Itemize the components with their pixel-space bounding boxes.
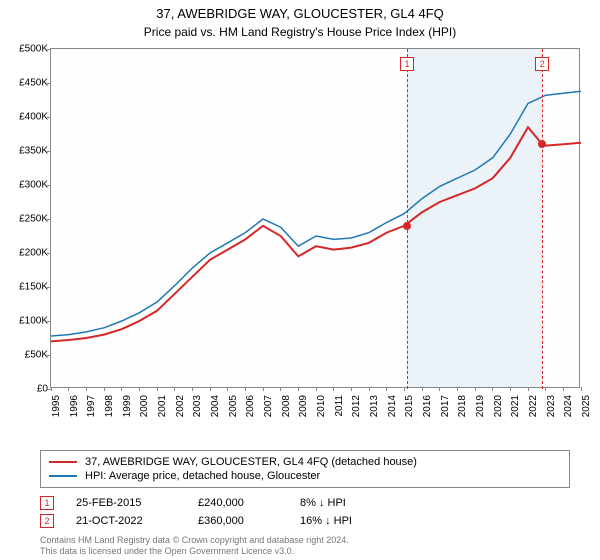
x-tick bbox=[439, 387, 440, 391]
legend-label-hpi: HPI: Average price, detached house, Glou… bbox=[85, 470, 320, 482]
y-axis-label: £0 bbox=[3, 384, 48, 395]
x-tick bbox=[245, 387, 246, 391]
transaction-diff-1: 8% ↓ HPI bbox=[300, 497, 400, 509]
legend-label-property: 37, AWEBRIDGE WAY, GLOUCESTER, GL4 4FQ (… bbox=[85, 456, 417, 468]
footer-line1: Contains HM Land Registry data © Crown c… bbox=[40, 535, 349, 547]
x-tick bbox=[333, 387, 334, 391]
x-tick bbox=[86, 387, 87, 391]
legend-item-hpi: HPI: Average price, detached house, Glou… bbox=[49, 469, 561, 483]
footer-text: Contains HM Land Registry data © Crown c… bbox=[40, 535, 349, 558]
x-tick bbox=[422, 387, 423, 391]
x-tick bbox=[68, 387, 69, 391]
transaction-dot bbox=[403, 222, 411, 230]
transaction-date-2: 21-OCT-2022 bbox=[76, 515, 176, 527]
x-tick bbox=[51, 387, 52, 391]
transaction-vline bbox=[407, 49, 408, 389]
transaction-table: 1 25-FEB-2015 £240,000 8% ↓ HPI 2 21-OCT… bbox=[40, 494, 400, 530]
legend-item-property: 37, AWEBRIDGE WAY, GLOUCESTER, GL4 4FQ (… bbox=[49, 455, 561, 469]
x-tick bbox=[351, 387, 352, 391]
y-axis-label: £400K bbox=[3, 112, 48, 123]
x-tick bbox=[298, 387, 299, 391]
transaction-diff-2: 16% ↓ HPI bbox=[300, 515, 400, 527]
plot-svg bbox=[51, 49, 581, 389]
transaction-dot bbox=[538, 140, 546, 148]
transaction-marker-1: 1 bbox=[40, 496, 54, 510]
transaction-row-2: 2 21-OCT-2022 £360,000 16% ↓ HPI bbox=[40, 512, 400, 530]
x-tick bbox=[404, 387, 405, 391]
x-tick bbox=[581, 387, 582, 391]
transaction-row-1: 1 25-FEB-2015 £240,000 8% ↓ HPI bbox=[40, 494, 400, 512]
x-tick bbox=[475, 387, 476, 391]
x-tick bbox=[174, 387, 175, 391]
x-tick bbox=[457, 387, 458, 391]
y-axis-label: £100K bbox=[3, 316, 48, 327]
x-tick bbox=[104, 387, 105, 391]
x-tick bbox=[528, 387, 529, 391]
series-line-property bbox=[51, 127, 581, 341]
series-line-hpi bbox=[51, 91, 581, 336]
transaction-marker-box: 2 bbox=[535, 57, 549, 71]
x-tick bbox=[386, 387, 387, 391]
x-tick bbox=[192, 387, 193, 391]
transaction-marker-box: 1 bbox=[400, 57, 414, 71]
x-tick bbox=[563, 387, 564, 391]
x-tick bbox=[316, 387, 317, 391]
legend-swatch-property bbox=[49, 461, 77, 463]
x-tick bbox=[280, 387, 281, 391]
x-tick bbox=[157, 387, 158, 391]
y-axis-label: £450K bbox=[3, 78, 48, 89]
y-axis-label: £150K bbox=[3, 282, 48, 293]
plot-region: £0£50K£100K£150K£200K£250K£300K£350K£400… bbox=[50, 48, 580, 388]
x-tick bbox=[545, 387, 546, 391]
chart-subtitle: Price paid vs. HM Land Registry's House … bbox=[0, 21, 600, 39]
chart-area: £0£50K£100K£150K£200K£250K£300K£350K£400… bbox=[50, 48, 580, 408]
legend-swatch-hpi bbox=[49, 475, 77, 477]
x-tick bbox=[369, 387, 370, 391]
legend-box: 37, AWEBRIDGE WAY, GLOUCESTER, GL4 4FQ (… bbox=[40, 450, 570, 488]
footer-line2: This data is licensed under the Open Gov… bbox=[40, 546, 349, 558]
x-tick bbox=[121, 387, 122, 391]
y-axis-label: £50K bbox=[3, 350, 48, 361]
x-tick bbox=[492, 387, 493, 391]
x-tick bbox=[263, 387, 264, 391]
x-tick bbox=[139, 387, 140, 391]
y-axis-label: £350K bbox=[3, 146, 48, 157]
y-axis-label: £300K bbox=[3, 180, 48, 191]
x-tick bbox=[210, 387, 211, 391]
y-axis-label: £250K bbox=[3, 214, 48, 225]
chart-container: 37, AWEBRIDGE WAY, GLOUCESTER, GL4 4FQ P… bbox=[0, 0, 600, 560]
y-axis-label: £500K bbox=[3, 44, 48, 55]
y-axis-label: £200K bbox=[3, 248, 48, 259]
transaction-price-2: £360,000 bbox=[198, 515, 278, 527]
transaction-date-1: 25-FEB-2015 bbox=[76, 497, 176, 509]
transaction-marker-2: 2 bbox=[40, 514, 54, 528]
x-tick bbox=[227, 387, 228, 391]
x-tick bbox=[510, 387, 511, 391]
transaction-vline bbox=[542, 49, 543, 389]
chart-title: 37, AWEBRIDGE WAY, GLOUCESTER, GL4 4FQ bbox=[0, 0, 600, 21]
transaction-price-1: £240,000 bbox=[198, 497, 278, 509]
